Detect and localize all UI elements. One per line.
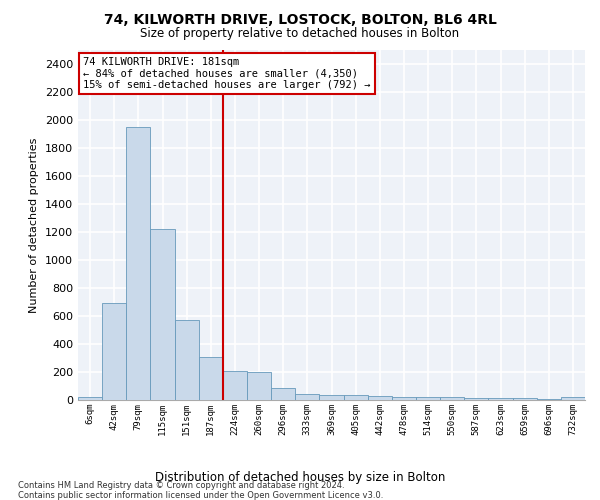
Bar <box>175 320 199 400</box>
Bar <box>464 398 488 400</box>
Bar <box>416 398 440 400</box>
Text: 74, KILWORTH DRIVE, LOSTOCK, BOLTON, BL6 4RL: 74, KILWORTH DRIVE, LOSTOCK, BOLTON, BL6… <box>104 12 496 26</box>
Bar <box>151 228 175 400</box>
Bar <box>488 398 512 400</box>
Bar <box>344 395 368 400</box>
Bar <box>126 127 151 400</box>
Bar <box>247 372 271 400</box>
Bar <box>512 398 537 400</box>
Bar <box>537 398 561 400</box>
Text: Distribution of detached houses by size in Bolton: Distribution of detached houses by size … <box>155 471 445 484</box>
Text: 74 KILWORTH DRIVE: 181sqm
← 84% of detached houses are smaller (4,350)
15% of se: 74 KILWORTH DRIVE: 181sqm ← 84% of detac… <box>83 57 371 90</box>
Text: Size of property relative to detached houses in Bolton: Size of property relative to detached ho… <box>140 28 460 40</box>
Bar <box>102 302 126 400</box>
Bar <box>319 394 344 400</box>
Bar <box>199 356 223 400</box>
Bar <box>368 396 392 400</box>
Bar <box>561 397 585 400</box>
Bar <box>271 388 295 400</box>
Text: Contains HM Land Registry data © Crown copyright and database right 2024.: Contains HM Land Registry data © Crown c… <box>18 482 344 490</box>
Bar <box>223 372 247 400</box>
Bar <box>78 398 102 400</box>
Bar <box>295 394 319 400</box>
Text: Contains public sector information licensed under the Open Government Licence v3: Contains public sector information licen… <box>18 490 383 500</box>
Bar <box>440 396 464 400</box>
Y-axis label: Number of detached properties: Number of detached properties <box>29 138 40 312</box>
Bar <box>392 397 416 400</box>
